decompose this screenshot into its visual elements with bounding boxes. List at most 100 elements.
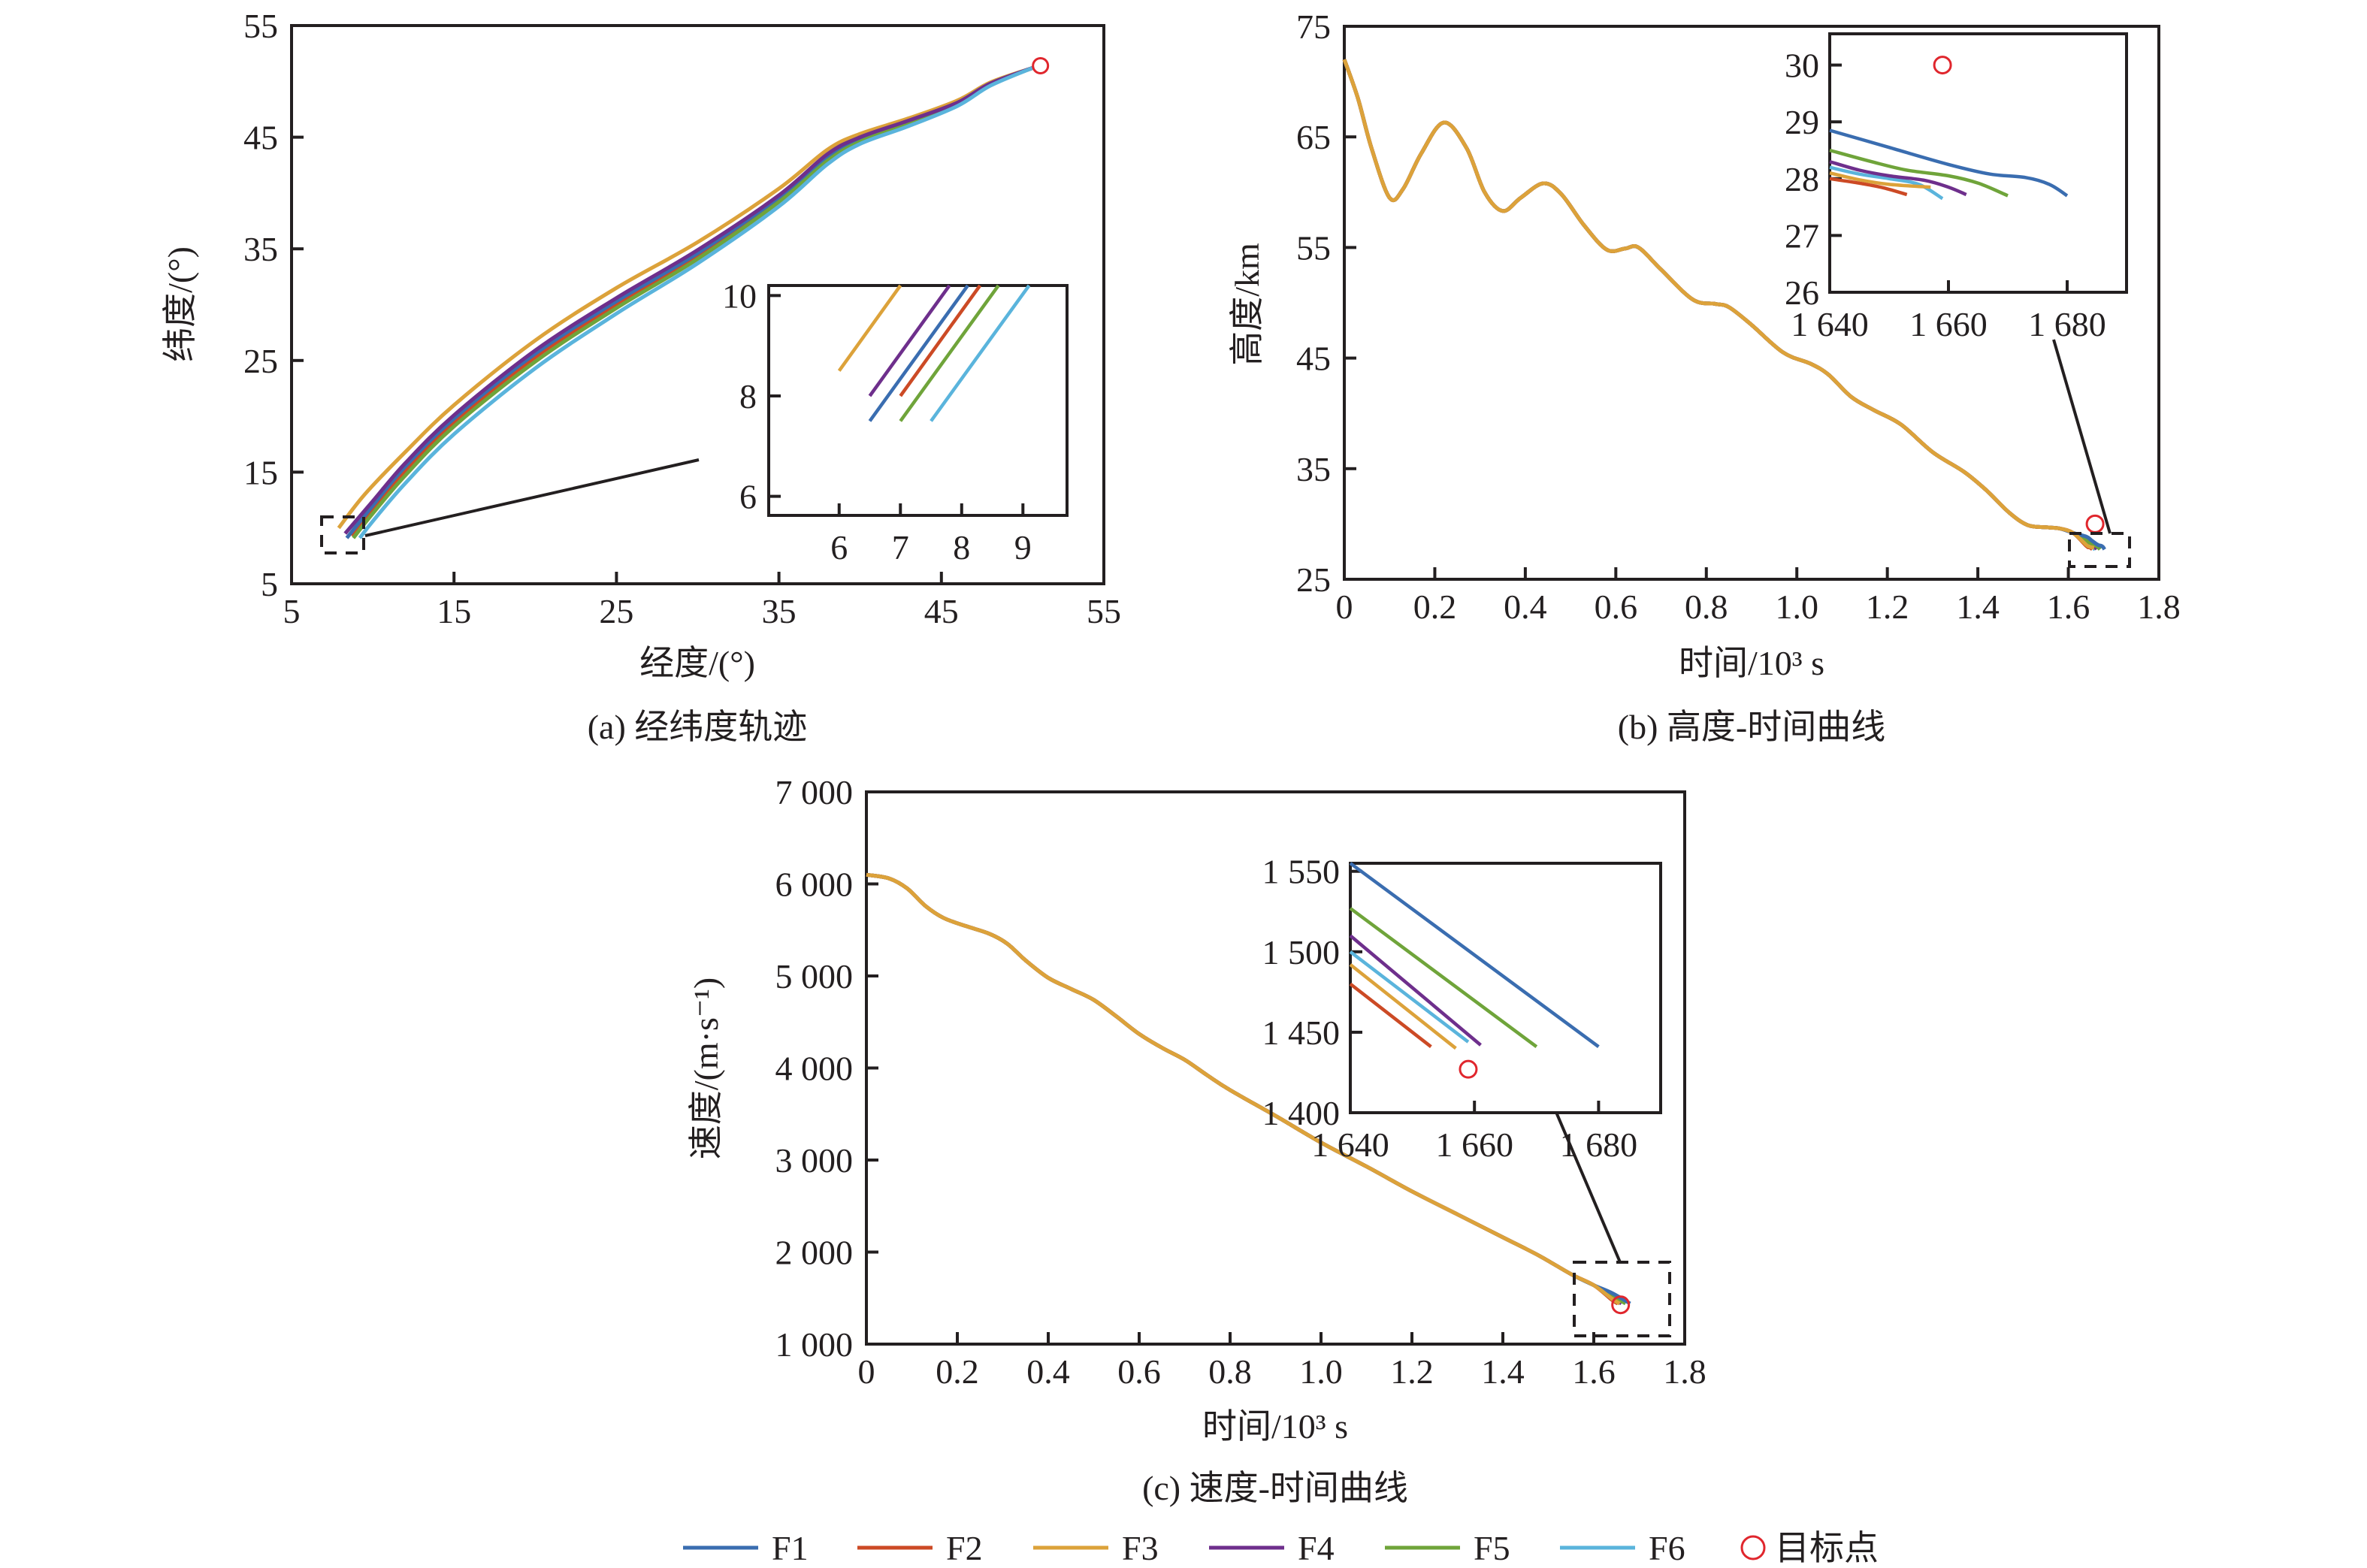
panel-c-xtick-label: 1.8 bbox=[1663, 1352, 1706, 1391]
legend-label-target: 目标点 bbox=[1775, 1529, 1879, 1567]
panel-c-inset-series-f2 bbox=[1349, 982, 1432, 1048]
panel-c-inset-series-f4 bbox=[1349, 934, 1482, 1047]
panel-c-xtick-label: 1.2 bbox=[1390, 1352, 1434, 1391]
panel-b-ytick-label: 35 bbox=[1296, 450, 1331, 488]
panel-a-inset-series-f6 bbox=[930, 284, 1031, 422]
panel-b-xtick-label: 0.6 bbox=[1595, 588, 1638, 626]
panel-a-xtick-label: 15 bbox=[437, 592, 471, 630]
legend-item-f4: F4 bbox=[1209, 1529, 1335, 1567]
panel-a-ytick-label: 45 bbox=[243, 119, 278, 157]
panel-c-xtick-label: 0.2 bbox=[936, 1352, 979, 1391]
panel-b-zoom-pointer bbox=[2052, 339, 2112, 534]
panel-c-inset-frame bbox=[1349, 862, 1662, 1114]
panel-c-inset-xtick-label: 1 680 bbox=[1560, 1125, 1638, 1164]
panel-a-inset-series-f2 bbox=[899, 284, 982, 397]
panel-b-inset-ytick-label: 29 bbox=[1785, 103, 1819, 141]
panel-a-xlabel: 经度/(°) bbox=[639, 644, 755, 682]
panel-a-inset-series-f3 bbox=[837, 284, 902, 372]
panel-c-zoom-pointer bbox=[1549, 1099, 1622, 1263]
panel-a-xtick-label: 25 bbox=[599, 592, 633, 630]
panel-a-ytick-label: 35 bbox=[243, 230, 278, 268]
panel-c-xtick-label: 0.8 bbox=[1208, 1352, 1252, 1391]
panel-c-zoom-region bbox=[1573, 1261, 1671, 1337]
panel-a-frame bbox=[290, 24, 1105, 585]
panel-c-ytick-label: 7 000 bbox=[775, 773, 854, 811]
panel-a-xtick-label: 55 bbox=[1087, 592, 1121, 630]
panel-c-xtick-label: 1.6 bbox=[1572, 1352, 1616, 1391]
legend: F1 F2 F3 F4 F5 F6 目标点 bbox=[683, 1529, 1879, 1567]
panel-c-velocity-time: 速度/(m·s⁻¹) 时间/10³ s (c) 速度-时间曲线 0 0.2 0.4 0… bbox=[687, 773, 1706, 1507]
legend-item-f1: F1 bbox=[683, 1529, 809, 1567]
panel-b-xtick-label: 0.4 bbox=[1504, 588, 1547, 626]
panel-a-inset-xtick-label: 7 bbox=[892, 528, 909, 566]
legend-label: F3 bbox=[1122, 1529, 1159, 1567]
panel-c-xlabel: 时间/10³ s bbox=[1202, 1407, 1348, 1446]
panel-a-xtick-label: 45 bbox=[924, 592, 959, 630]
panel-b-inset-series-f4 bbox=[1829, 159, 1967, 197]
panel-a-xtick-label: 5 bbox=[283, 592, 301, 630]
panel-b-inset-xtick-label: 1 680 bbox=[2028, 305, 2106, 343]
panel-b-inset-ytick-label: 26 bbox=[1785, 273, 1819, 312]
panel-a-inset-ytick-label: 10 bbox=[722, 276, 757, 315]
panel-a-inset-series-f5 bbox=[899, 284, 1000, 422]
panel-a-lat-lon-trajectory: 纬度/(°) 经度/(°) (a) 经纬度轨迹 5 15 25 35 45 5551525… bbox=[161, 7, 1121, 746]
legend-label: F4 bbox=[1298, 1529, 1335, 1567]
panel-b-inset-series-f2 bbox=[1829, 177, 1908, 197]
panel-c-xtick-label: 0.6 bbox=[1117, 1352, 1161, 1391]
panel-b-xtick-label: 1.4 bbox=[1956, 588, 2000, 626]
panel-c-ylabel: 速度/(m·s⁻¹) bbox=[687, 977, 725, 1160]
panel-c-xtick-label: 0.4 bbox=[1026, 1352, 1070, 1391]
panel-c-ytick-label: 3 000 bbox=[775, 1141, 854, 1180]
panel-b-inset-xtick-label: 1 660 bbox=[1909, 305, 1988, 343]
panel-a-ytick-label: 55 bbox=[243, 7, 278, 45]
panel-c-inset-xtick-label: 1 640 bbox=[1311, 1125, 1389, 1164]
panel-c-inset-series-f1 bbox=[1349, 862, 1600, 1049]
panel-a-xtick-label: 35 bbox=[762, 592, 797, 630]
panel-c-inset-target-point bbox=[1459, 1059, 1478, 1079]
panel-b-ylabel: 高度/km bbox=[1228, 243, 1266, 366]
panel-b-ytick-label: 65 bbox=[1296, 118, 1331, 156]
legend-label: F6 bbox=[1649, 1529, 1685, 1567]
target-marker-icon bbox=[1740, 1535, 1766, 1560]
panel-c-inset-ytick-label: 1 550 bbox=[1262, 853, 1341, 891]
panel-a-inset-xtick-label: 8 bbox=[953, 528, 970, 566]
panel-b-caption: (b) 高度-时间曲线 bbox=[1618, 708, 1885, 746]
panel-c-ytick-label: 1 000 bbox=[775, 1325, 854, 1364]
panel-b-xtick-label: 0.8 bbox=[1685, 588, 1728, 626]
panel-b-inset-target-point bbox=[1933, 56, 1952, 75]
panel-c-ytick-label: 4 000 bbox=[775, 1050, 854, 1088]
panel-c-inset-series-f6 bbox=[1349, 950, 1470, 1044]
panel-c-xtick-label: 0 bbox=[858, 1352, 875, 1391]
panel-c-inset-series-f3 bbox=[1349, 963, 1457, 1050]
legend-item-f5: F5 bbox=[1385, 1529, 1510, 1567]
panel-a-zoom-pointer bbox=[364, 458, 700, 537]
legend-item-f3: F3 bbox=[1033, 1529, 1159, 1567]
panel-b-ytick-label: 75 bbox=[1296, 8, 1331, 46]
panel-c-series-f3 bbox=[866, 872, 1621, 1306]
panel-b-inset-ytick-label: 27 bbox=[1785, 216, 1819, 255]
panel-b-xlabel-text: 时间/10³ s bbox=[1679, 644, 1824, 682]
legend-label: F2 bbox=[946, 1529, 983, 1567]
panel-b-xtick-label: 1.8 bbox=[2137, 588, 2181, 626]
panel-a-inset-ytick-label: 8 bbox=[739, 377, 757, 415]
panel-b-inset-ytick-label: 30 bbox=[1785, 47, 1819, 85]
panel-b-xtick-label: 1.6 bbox=[2047, 588, 2090, 626]
panel-b-xlabel: 时间/10³ s bbox=[1679, 644, 1824, 682]
panel-a-inset-series-f1 bbox=[868, 284, 969, 422]
panel-a-ytick-label: 25 bbox=[243, 342, 278, 380]
panel-b-inset: 1 640 1 660 1 680 26 27 28 29 30 bbox=[1785, 32, 2128, 343]
panel-a-series-f3 bbox=[337, 66, 1033, 530]
panel-a-inset-background bbox=[769, 286, 1067, 515]
panel-c-inset: 1 640 1 660 1 680 1 400 1 450 1 500 1 550 bbox=[1262, 853, 1662, 1164]
panel-a-ytick-label: 15 bbox=[243, 453, 278, 491]
panel-c-ytick-label: 2 000 bbox=[775, 1234, 854, 1272]
panel-b-zoom-region bbox=[2068, 532, 2131, 568]
panel-c-ytick-label: 5 000 bbox=[775, 957, 854, 995]
panel-b-inset-series-f1 bbox=[1829, 128, 2069, 198]
panel-c-xtick-label: 1.4 bbox=[1481, 1352, 1525, 1391]
panel-b-xtick-label: 1.2 bbox=[1866, 588, 1909, 626]
legend-item-f2: F2 bbox=[857, 1529, 983, 1567]
panel-c-inset-ytick-label: 1 500 bbox=[1262, 933, 1341, 971]
panel-b-inset-ytick-label: 28 bbox=[1785, 160, 1819, 198]
